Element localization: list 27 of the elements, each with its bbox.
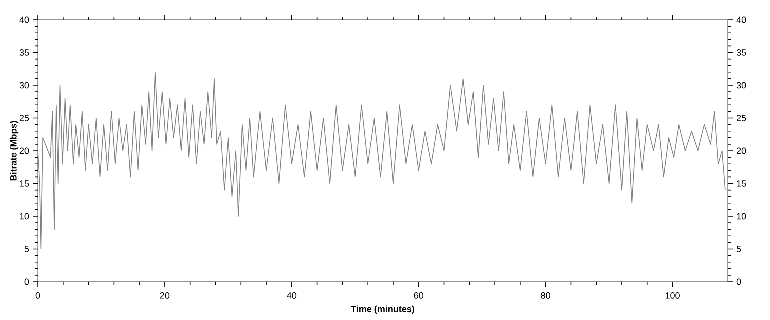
y2-tick-label: 30 [736,82,746,89]
y-tick-label: 40 [20,16,30,24]
y2-tick-label: 20 [736,148,746,154]
y2-tick-label: 25 [736,115,746,122]
x-tick-label: 100 [666,292,680,299]
y-tick-label: 0 [24,278,30,286]
y2-tick-label: 10 [737,213,746,220]
x-tick-label: 60 [414,292,424,299]
x-axis-title: Time (minutes) [351,306,414,314]
x-tick-label: 0 [36,292,40,299]
y-tick-label: 5 [24,246,30,252]
x-tick-label: 80 [541,292,550,299]
y2-tick-label: 35 [736,50,746,56]
y-tick-label: 10 [20,213,30,220]
y-tick-label: 30 [20,82,30,89]
y-tick-label: 25 [20,115,30,122]
y2-tick-label: 40 [736,16,746,24]
x-tick-label: 20 [160,292,170,299]
y2-tick-label: 15 [737,180,746,187]
y-axis-title: Bitrate (Mbps) [10,121,19,181]
x-tick-label: 40 [287,292,297,299]
y-tick-label: 20 [20,148,30,154]
y-tick-label: 15 [20,180,30,187]
line-series [38,72,726,250]
y-tick-label: 35 [20,50,30,56]
y2-tick-label: 5 [736,246,742,252]
y2-tick-label: 0 [736,278,742,286]
